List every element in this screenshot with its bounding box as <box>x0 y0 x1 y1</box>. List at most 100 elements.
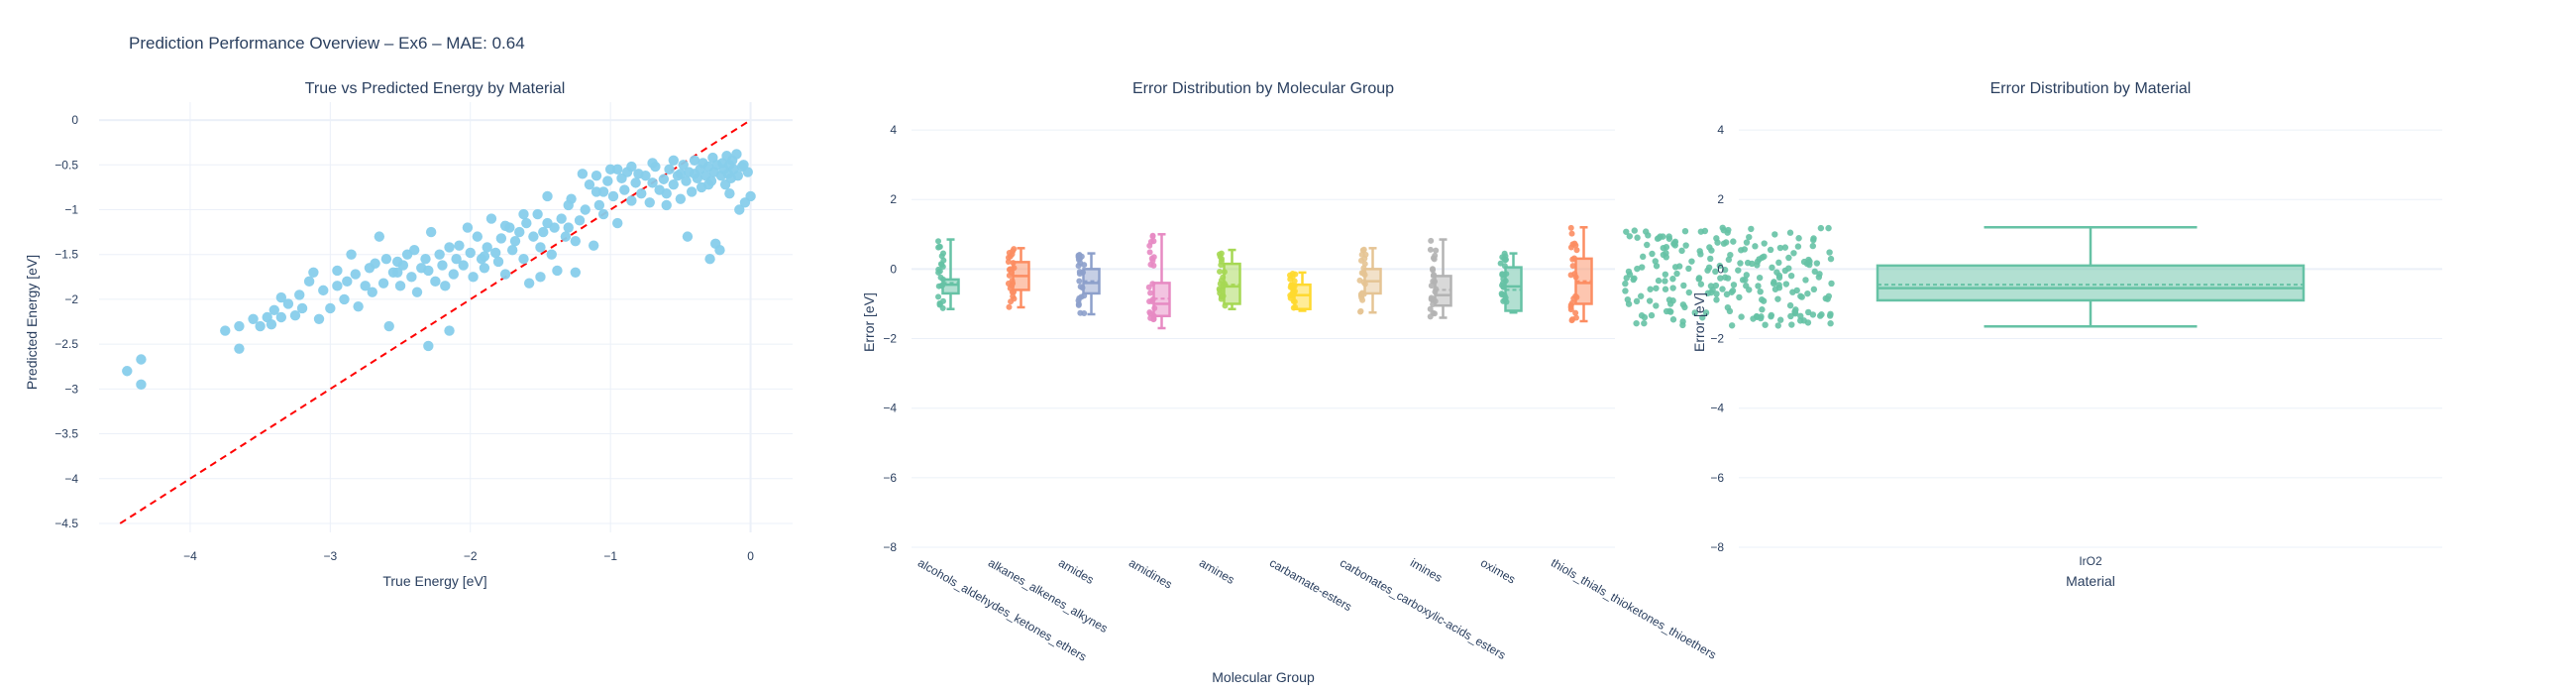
box-jitter-point <box>1147 261 1154 268</box>
box-group <box>1075 252 1101 317</box>
box-jitter-point <box>1723 290 1731 298</box>
y-tick-label: −2.5 <box>54 337 78 351</box>
box-jitter-point <box>1705 264 1713 272</box>
box-jitter-point <box>1568 317 1575 324</box>
scatter-point <box>514 226 525 238</box>
box-jitter-point <box>1725 226 1732 234</box>
scatter-point <box>451 254 462 265</box>
box-group <box>1216 248 1241 310</box>
box-jitter-point <box>1788 321 1795 328</box>
box-jitter-point <box>1804 319 1812 326</box>
box-jitter-point <box>1761 240 1768 247</box>
box-jitter-point <box>1648 311 1656 319</box>
x-tick-label: oximes <box>1478 555 1518 586</box>
y-tick-label: 0 <box>71 113 78 127</box>
material-box-grid <box>1739 129 2442 548</box>
scatter-point <box>626 161 637 173</box>
material-box-tick-labels: 4 2 0 −2 −4 −6 −8 IrO2 <box>1710 123 2102 568</box>
scatter-point <box>266 319 277 330</box>
box-jitter-point <box>1688 258 1695 265</box>
box-jitter-point <box>1697 251 1704 258</box>
box-jitter-point <box>1701 227 1709 235</box>
box-jitter-point <box>1786 229 1794 236</box>
box-jitter-point <box>1728 322 1736 329</box>
scatter-point <box>630 177 641 188</box>
scatter-point <box>584 178 595 190</box>
scatter-point <box>122 366 133 377</box>
box-jitter-point <box>1825 224 1832 232</box>
scatter-point <box>588 240 599 251</box>
scatter-point <box>563 222 574 233</box>
scatter-tick-labels: −4 −3 −2 −1 0 0 −0.5 −1 −1.5 −2 −2.5 −3 −3.5 −4 −4.5 <box>54 113 754 563</box>
box-jitter-point <box>1755 283 1762 289</box>
box-jitter-point <box>936 301 943 308</box>
parity-line-segment <box>119 119 752 524</box>
box-jitter-point <box>1623 275 1630 282</box>
y-tick-label: −6 <box>883 471 897 485</box>
box-jitter-point <box>1802 277 1809 284</box>
scatter-point <box>602 175 613 186</box>
scatter-point <box>521 217 532 229</box>
box-jitter-point <box>1568 230 1575 237</box>
box-jitter-point <box>1685 265 1692 273</box>
box-jitter-point <box>1357 257 1364 264</box>
box-jitter-point <box>1427 246 1434 253</box>
box-jitter-point <box>1707 255 1714 263</box>
scatter-point <box>570 267 582 278</box>
parity-line <box>119 119 752 524</box>
box-jitter-point <box>1787 312 1794 320</box>
box-jitter-point <box>1655 277 1663 285</box>
scatter-point <box>668 155 679 166</box>
scatter-point <box>423 340 434 352</box>
box-jitter-point <box>1712 282 1720 289</box>
box-jitter-point <box>1670 239 1678 247</box>
box-jitter-point <box>1681 227 1689 235</box>
box-jitter-point <box>1797 312 1804 320</box>
box-jitter-point <box>1639 253 1647 261</box>
x-tick-label: IrO2 <box>2079 554 2102 568</box>
box-jitter-point <box>1660 244 1666 252</box>
scatter-point <box>360 281 371 291</box>
scatter-point <box>658 174 670 184</box>
box-group <box>1622 224 2306 329</box>
scatter-point <box>374 231 385 242</box>
box-jitter-point <box>1567 224 1574 231</box>
box-iqr <box>941 278 960 295</box>
scatter-point <box>353 300 364 312</box>
box-jitter-point <box>935 293 942 300</box>
scatter-point <box>745 190 756 202</box>
box-jitter-point <box>1573 247 1580 254</box>
box-jitter-point <box>1678 247 1685 255</box>
scatter-title: True vs Predicted Energy by Material <box>305 80 566 97</box>
box-jitter-point <box>1756 274 1764 282</box>
box-jitter-point <box>1758 296 1766 303</box>
box-jitter-point <box>1768 311 1775 319</box>
box-jitter-point <box>1669 285 1676 291</box>
scatter-point <box>342 276 353 288</box>
scatter-point <box>661 199 672 211</box>
y-tick-label: −2 <box>1710 332 1724 346</box>
scatter-point <box>612 217 623 229</box>
scatter-point <box>434 249 445 260</box>
box-jitter-point <box>936 268 943 275</box>
scatter-point <box>350 269 361 280</box>
box-jitter-point <box>1827 320 1834 327</box>
box-jitter-point <box>1789 289 1796 295</box>
y-tick-label: 0 <box>890 262 897 276</box>
scatter-point <box>406 272 417 283</box>
scatter-point <box>626 195 637 206</box>
group-box-title: Error Distribution by Molecular Group <box>1132 80 1394 97</box>
box-jitter-point <box>1743 272 1750 279</box>
box-jitter-point <box>1782 281 1790 288</box>
box-jitter-point <box>1150 254 1157 261</box>
box-jitter-point <box>1738 313 1745 320</box>
box-jitter-point <box>1633 297 1641 305</box>
scatter-point <box>485 213 497 224</box>
box-jitter-point <box>1669 316 1677 323</box>
box-jitter-point <box>1746 233 1753 241</box>
box-group <box>1497 250 1523 314</box>
scatter-point <box>495 233 507 244</box>
box-jitter-point <box>1727 251 1734 259</box>
scatter-point <box>724 188 735 199</box>
box-jitter-point <box>1147 289 1154 296</box>
